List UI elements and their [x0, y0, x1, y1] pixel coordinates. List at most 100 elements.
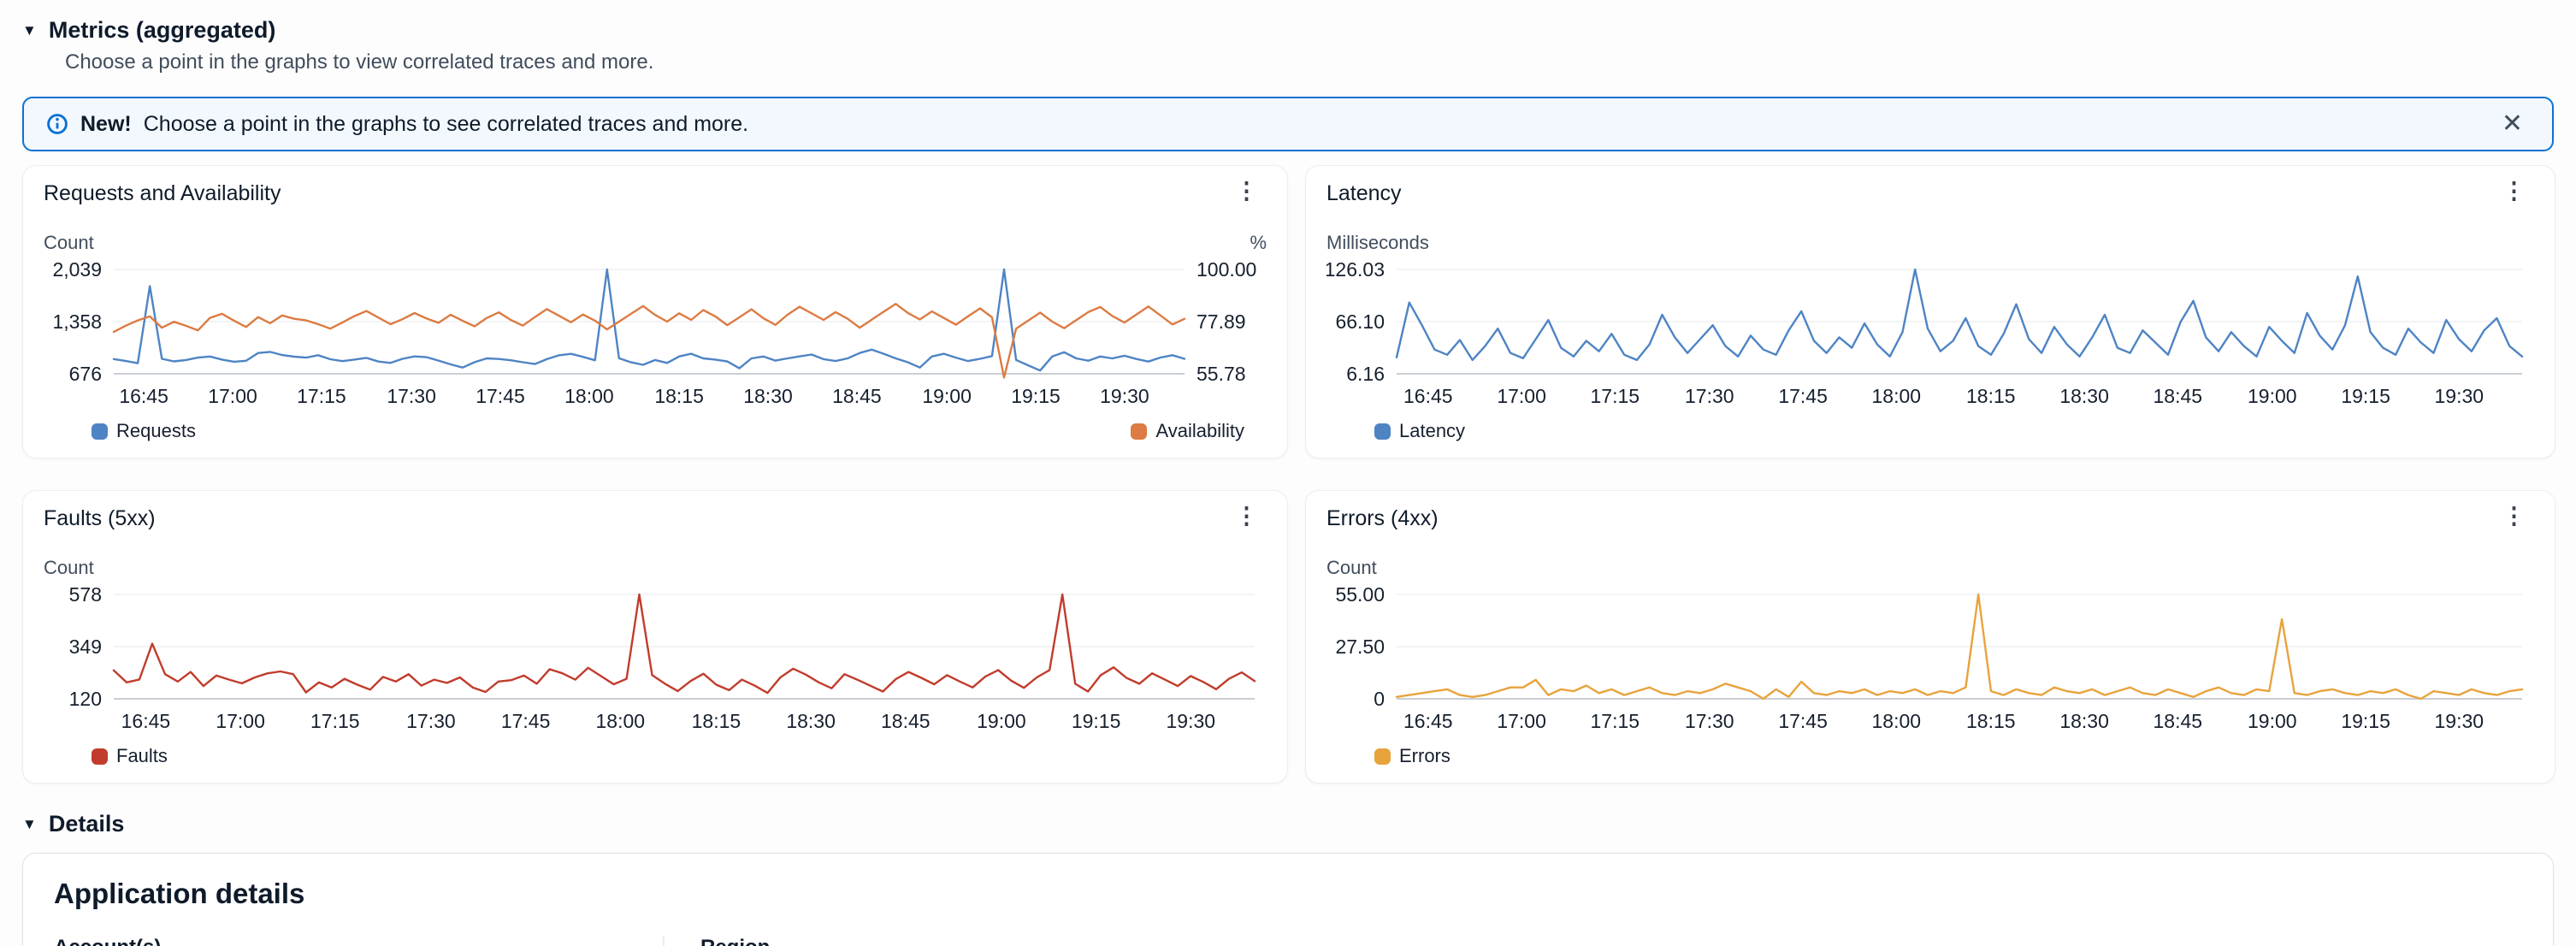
details-section-title: Details — [48, 811, 125, 837]
svg-text:18:30: 18:30 — [786, 710, 836, 732]
legend-swatch — [1131, 423, 1148, 440]
info-banner: New! Choose a point in the graphs to see… — [22, 97, 2554, 151]
svg-text:17:15: 17:15 — [1591, 710, 1640, 732]
y-axis-unit-left: Count — [44, 557, 94, 578]
svg-text:16:45: 16:45 — [121, 710, 171, 732]
svg-text:17:00: 17:00 — [1497, 710, 1546, 732]
details-section-toggle[interactable]: ▼ Details — [22, 806, 2554, 843]
legend-swatch — [92, 423, 108, 440]
legend-item-faults[interactable]: Faults — [92, 745, 168, 767]
legend-label: Faults — [116, 745, 168, 766]
svg-text:16:45: 16:45 — [1403, 710, 1453, 732]
y-axis-unit-left: Count — [1326, 557, 1377, 578]
svg-text:18:45: 18:45 — [881, 710, 931, 732]
chart-options-button[interactable]: ⋮ — [1226, 180, 1267, 203]
svg-text:19:30: 19:30 — [2435, 385, 2484, 407]
svg-text:77.89: 77.89 — [1196, 310, 1246, 333]
svg-text:349: 349 — [69, 636, 102, 658]
chart-title: Errors (4xx) — [1326, 506, 1439, 530]
chart-card-latency: Latency ⋮ Milliseconds 126.03 66.10 6.16 16… — [1305, 165, 2555, 458]
info-icon — [46, 113, 68, 135]
legend-label: Latency — [1399, 420, 1466, 441]
svg-text:2,039: 2,039 — [52, 258, 102, 281]
legend-item-availability[interactable]: Availability — [1131, 420, 1244, 442]
collapse-icon: ▼ — [22, 21, 37, 38]
banner-close-button[interactable]: ✕ — [2495, 108, 2530, 140]
svg-text:100.00: 100.00 — [1196, 258, 1256, 281]
accounts-label: Account(s) — [54, 936, 663, 946]
banner-message: Choose a point in the graphs to see corr… — [143, 111, 749, 136]
region-field: Region us-east-1 — [665, 936, 820, 946]
chart-options-button[interactable]: ⋮ — [2494, 180, 2534, 203]
svg-text:18:00: 18:00 — [596, 710, 646, 732]
y-axis-unit-left: Milliseconds — [1326, 232, 1429, 253]
collapse-icon: ▼ — [22, 815, 37, 832]
legend-item-latency[interactable]: Latency — [1374, 420, 1465, 442]
svg-text:17:45: 17:45 — [501, 710, 551, 732]
svg-text:16:45: 16:45 — [1403, 385, 1453, 407]
chart-plot[interactable]: 578 349 120 16:45 17:00 17:15 17:30 17:45 18:00 1… — [44, 582, 1268, 735]
svg-text:17:15: 17:15 — [310, 710, 360, 732]
legend-item-errors[interactable]: Errors — [1374, 745, 1450, 767]
svg-text:18:15: 18:15 — [1966, 710, 2016, 732]
metrics-section-toggle[interactable]: ▼ Metrics (aggregated) — [22, 12, 2554, 49]
chart-card-requests-availability: Requests and Availability ⋮ Count % 2,03… — [22, 165, 1288, 458]
legend-swatch — [1374, 748, 1391, 765]
svg-text:578: 578 — [69, 583, 102, 606]
svg-text:19:15: 19:15 — [2341, 710, 2390, 732]
svg-text:19:00: 19:00 — [2248, 710, 2297, 732]
svg-text:120: 120 — [69, 688, 102, 710]
metrics-section-title: Metrics (aggregated) — [48, 17, 276, 43]
chart-legend: Latency — [1326, 417, 2534, 446]
accounts-field: Account(s) 234165351031 — [54, 936, 665, 946]
svg-text:1,358: 1,358 — [52, 310, 102, 333]
chart-options-button[interactable]: ⋮ — [2494, 505, 2534, 528]
chart-card-faults: Faults (5xx) ⋮ Count 578 349 120 16:45 17:00… — [22, 490, 1288, 783]
svg-text:17:45: 17:45 — [1778, 385, 1828, 407]
charts-grid: Requests and Availability ⋮ Count % 2,03… — [22, 165, 2555, 783]
svg-text:19:00: 19:00 — [977, 710, 1026, 732]
chart-options-button[interactable]: ⋮ — [1226, 505, 1267, 528]
chart-title: Faults (5xx) — [44, 506, 156, 530]
chart-plot[interactable]: 55.00 27.50 0 16:45 17:00 17:15 17:30 17:45 18:0… — [1326, 582, 2536, 735]
application-details-title: Application details — [54, 878, 305, 909]
svg-text:17:30: 17:30 — [387, 385, 436, 407]
svg-text:17:30: 17:30 — [1685, 385, 1734, 407]
svg-text:676: 676 — [69, 363, 102, 385]
region-label: Region — [700, 936, 820, 946]
chart-plot[interactable]: 126.03 66.10 6.16 16:45 17:00 17:15 17:30 17:45… — [1326, 257, 2536, 410]
svg-text:18:00: 18:00 — [1872, 710, 1922, 732]
svg-text:55.00: 55.00 — [1335, 583, 1385, 606]
svg-text:18:30: 18:30 — [2059, 710, 2109, 732]
svg-text:17:30: 17:30 — [1685, 710, 1734, 732]
legend-item-requests[interactable]: Requests — [92, 420, 196, 442]
svg-text:16:45: 16:45 — [119, 385, 168, 407]
legend-label: Errors — [1399, 745, 1450, 766]
svg-text:19:15: 19:15 — [2341, 385, 2390, 407]
svg-text:19:15: 19:15 — [1072, 710, 1121, 732]
chart-title: Requests and Availability — [44, 181, 281, 205]
chart-legend: Requests Availability — [44, 417, 1267, 446]
legend-label: Availability — [1155, 420, 1244, 441]
legend-swatch — [92, 748, 108, 765]
svg-text:18:00: 18:00 — [1872, 385, 1922, 407]
svg-text:27.50: 27.50 — [1335, 636, 1385, 658]
metrics-section-subtitle: Choose a point in the graphs to view cor… — [65, 50, 654, 74]
chart-plot[interactable]: 2,039 1,358 676 100.00 77.89 55.78 16:45 17:00 1… — [44, 257, 1268, 410]
svg-text:18:15: 18:15 — [1966, 385, 2016, 407]
svg-text:18:45: 18:45 — [2154, 385, 2203, 407]
chart-legend: Faults — [44, 742, 1267, 771]
chart-legend: Errors — [1326, 742, 2534, 771]
legend-label: Requests — [116, 420, 196, 441]
svg-text:18:45: 18:45 — [832, 385, 882, 407]
svg-text:17:15: 17:15 — [297, 385, 346, 407]
svg-text:19:15: 19:15 — [1011, 385, 1061, 407]
y-axis-unit-left: Count — [44, 232, 94, 253]
svg-text:66.10: 66.10 — [1335, 310, 1385, 333]
svg-text:6.16: 6.16 — [1346, 363, 1385, 385]
svg-text:17:45: 17:45 — [476, 385, 525, 407]
chart-title: Latency — [1326, 181, 1402, 205]
svg-text:0: 0 — [1374, 688, 1385, 710]
svg-text:17:00: 17:00 — [1497, 385, 1546, 407]
